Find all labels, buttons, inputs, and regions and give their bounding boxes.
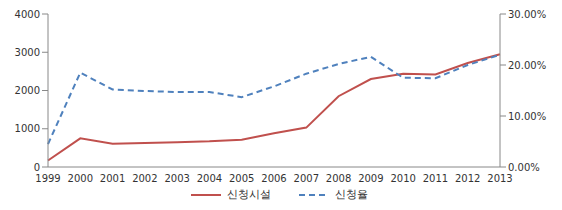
svg-text:2012: 2012 bbox=[455, 173, 480, 184]
svg-text:1000: 1000 bbox=[15, 123, 40, 134]
svg-text:2000: 2000 bbox=[15, 85, 40, 96]
svg-text:10.00%: 10.00% bbox=[508, 111, 546, 122]
svg-text:0.00%: 0.00% bbox=[508, 162, 540, 173]
svg-text:2002: 2002 bbox=[132, 173, 157, 184]
svg-text:2007: 2007 bbox=[294, 173, 319, 184]
html-text:신청시설: 신청시설 bbox=[226, 188, 271, 201]
svg-text:2000: 2000 bbox=[68, 173, 93, 184]
svg-text:2005: 2005 bbox=[229, 173, 254, 184]
svg-text:0: 0 bbox=[34, 162, 40, 173]
svg-text:3000: 3000 bbox=[15, 47, 40, 58]
svg-text:2004: 2004 bbox=[197, 173, 222, 184]
svg-text:20.00%: 20.00% bbox=[508, 60, 546, 71]
svg-text:2011: 2011 bbox=[423, 173, 448, 184]
svg-text:2006: 2006 bbox=[261, 173, 286, 184]
svg-text:2010: 2010 bbox=[390, 173, 415, 184]
svg-text:2013: 2013 bbox=[487, 173, 512, 184]
svg-text:4000: 4000 bbox=[15, 9, 40, 20]
svg-text:2003: 2003 bbox=[164, 173, 189, 184]
html-text:신청율: 신청율 bbox=[334, 188, 368, 201]
svg-text:2008: 2008 bbox=[326, 173, 351, 184]
svg-text:30.00%: 30.00% bbox=[508, 9, 546, 20]
svg-text:2009: 2009 bbox=[358, 173, 383, 184]
svg-text:2001: 2001 bbox=[100, 173, 125, 184]
svg-text:1999: 1999 bbox=[35, 173, 60, 184]
